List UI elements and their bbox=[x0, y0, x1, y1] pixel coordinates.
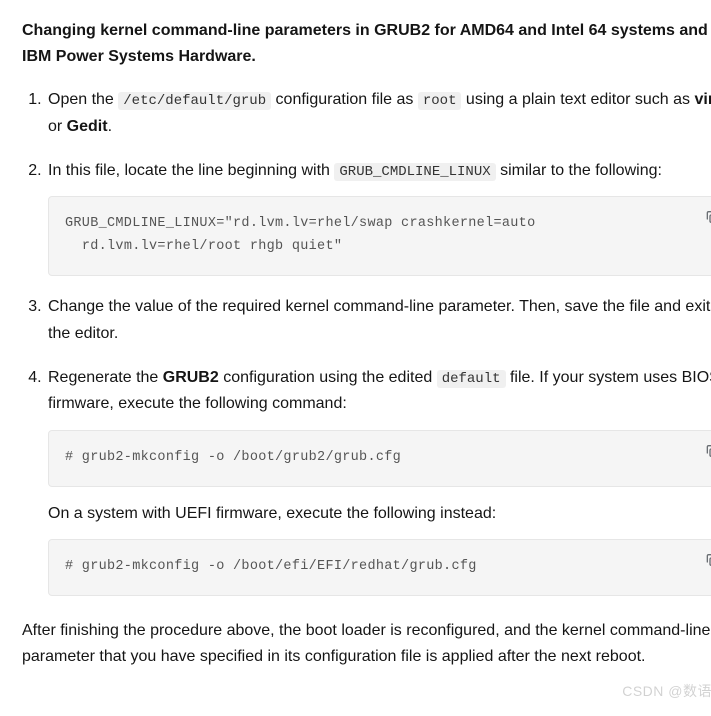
code-block-grub-cmdline: GRUB_CMDLINE_LINUX="rd.lvm.lv=rhel/swap … bbox=[48, 196, 711, 276]
bold-gedit: Gedit bbox=[67, 118, 108, 135]
section-heading: Changing kernel command-line parameters … bbox=[22, 18, 711, 69]
copy-icon bbox=[704, 552, 711, 568]
code-content: # grub2-mkconfig -o /boot/efi/EFI/redhat… bbox=[48, 539, 711, 596]
copy-icon bbox=[704, 443, 711, 459]
step-1: Open the /etc/default/grub configuration… bbox=[46, 87, 711, 140]
copy-button[interactable] bbox=[701, 549, 711, 571]
text: Open the bbox=[48, 91, 118, 108]
copy-icon bbox=[704, 209, 711, 225]
text: using a plain text editor such as bbox=[461, 91, 694, 108]
code-block-uefi: # grub2-mkconfig -o /boot/efi/EFI/redhat… bbox=[48, 539, 711, 596]
text: or bbox=[48, 118, 67, 135]
step-4: Regenerate the GRUB2 configuration using… bbox=[46, 365, 711, 596]
copy-button[interactable] bbox=[701, 440, 711, 462]
code-block-bios: # grub2-mkconfig -o /boot/grub2/grub.cfg bbox=[48, 430, 711, 487]
bold-grub2: GRUB2 bbox=[163, 369, 219, 386]
text: configuration using the edited bbox=[219, 369, 437, 386]
steps-list: Open the /etc/default/grub configuration… bbox=[22, 87, 711, 596]
code-content: GRUB_CMDLINE_LINUX="rd.lvm.lv=rhel/swap … bbox=[48, 196, 711, 276]
text: similar to the following: bbox=[496, 162, 662, 179]
step-2: In this file, locate the line beginning … bbox=[46, 158, 711, 276]
bold-vim: vim bbox=[695, 91, 711, 108]
text: On a system with UEFI firmware, execute … bbox=[48, 501, 711, 527]
watermark: CSDN @数语数行 bbox=[622, 680, 711, 703]
text: configuration file as bbox=[271, 91, 418, 108]
text: In this file, locate the line beginning … bbox=[48, 162, 334, 179]
text: . bbox=[108, 118, 112, 135]
inline-code-default: default bbox=[437, 370, 506, 388]
code-content: # grub2-mkconfig -o /boot/grub2/grub.cfg bbox=[48, 430, 711, 487]
copy-button[interactable] bbox=[701, 206, 711, 228]
inline-code-root: root bbox=[418, 92, 462, 110]
text: Change the value of the required kernel … bbox=[48, 298, 710, 341]
inline-code-grub-path: /etc/default/grub bbox=[118, 92, 271, 110]
step-3: Change the value of the required kernel … bbox=[46, 294, 711, 347]
text: Regenerate the bbox=[48, 369, 163, 386]
closing-paragraph: After finishing the procedure above, the… bbox=[22, 618, 711, 671]
inline-code-grub-cmdline: GRUB_CMDLINE_LINUX bbox=[334, 163, 495, 181]
